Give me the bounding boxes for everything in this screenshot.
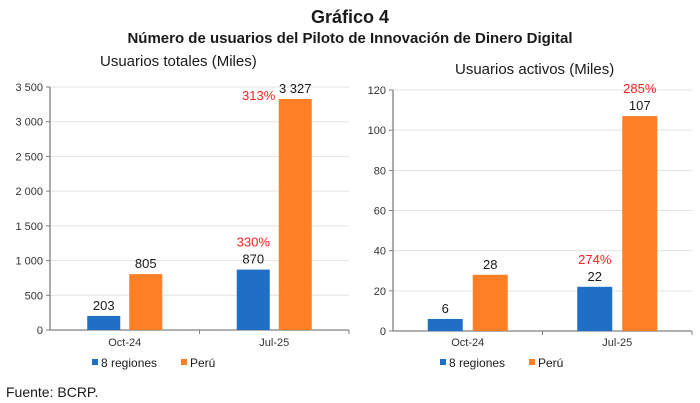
legend-swatch-peru — [181, 359, 187, 365]
legend-label: 8 regiones — [449, 356, 505, 370]
data-label: 22 — [588, 269, 602, 284]
data-label: 6 — [442, 301, 449, 316]
x-tick-label: Jul-25 — [602, 337, 632, 349]
figure-title: Número de usuarios del Piloto de Innovac… — [127, 30, 573, 47]
data-label: 3 327 — [279, 81, 312, 96]
y-tick-label: 120 — [368, 85, 386, 97]
y-tick-label: 60 — [374, 206, 386, 218]
chart-title-active-users: Usuarios activos (Miles) — [455, 61, 615, 78]
y-tick-label: 40 — [374, 246, 386, 258]
data-label: 870 — [242, 252, 264, 267]
growth-annotation: 330% — [237, 235, 271, 250]
bar-regiones-oct-24 — [427, 318, 463, 331]
growth-annotation: 274% — [578, 252, 612, 267]
growth-annotation: 285% — [623, 81, 657, 96]
legend-label: Perú — [538, 356, 563, 370]
bar-peru-oct-24 — [129, 274, 163, 330]
bar-regiones-jul-25 — [577, 286, 613, 331]
y-tick-label: 3 500 — [15, 82, 43, 94]
y-tick-label: 100 — [368, 125, 386, 137]
data-label: 107 — [629, 98, 651, 113]
figure-number: Gráfico 4 — [310, 7, 390, 27]
y-tick-label: 0 — [380, 326, 386, 338]
data-label: 805 — [135, 256, 157, 271]
y-tick-label: 1 500 — [15, 221, 43, 233]
legend-label: Perú — [190, 356, 215, 370]
legend-label: 8 regiones — [101, 356, 157, 370]
legend-swatch-peru — [529, 359, 535, 365]
bar-peru-oct-24 — [472, 274, 508, 331]
growth-annotation: 313% — [242, 88, 276, 103]
y-tick-label: 500 — [25, 290, 43, 302]
source-note: Fuente: BCRP. — [6, 384, 99, 400]
y-tick-label: 3 000 — [15, 117, 43, 129]
y-tick-label: 80 — [374, 165, 386, 177]
x-tick-label: Jul-25 — [259, 337, 289, 349]
y-tick-label: 2 500 — [15, 151, 43, 163]
x-tick-label: Oct-24 — [451, 337, 484, 349]
bar-peru-jul-25 — [622, 116, 658, 331]
bar-regiones-oct-24 — [87, 315, 121, 330]
legend-swatch-regiones — [92, 359, 98, 365]
x-tick-label: Oct-24 — [108, 337, 141, 349]
data-label: 203 — [93, 298, 115, 313]
y-tick-label: 2 000 — [15, 186, 43, 198]
y-tick-label: 1 000 — [15, 256, 43, 268]
legend-swatch-regiones — [440, 359, 446, 365]
y-tick-label: 0 — [37, 325, 43, 337]
bar-regiones-jul-25 — [236, 269, 270, 330]
chart-title-total-users: Usuarios totales (Miles) — [100, 53, 257, 70]
bar-peru-jul-25 — [278, 99, 312, 331]
data-label: 28 — [483, 257, 497, 272]
y-tick-label: 20 — [374, 286, 386, 298]
